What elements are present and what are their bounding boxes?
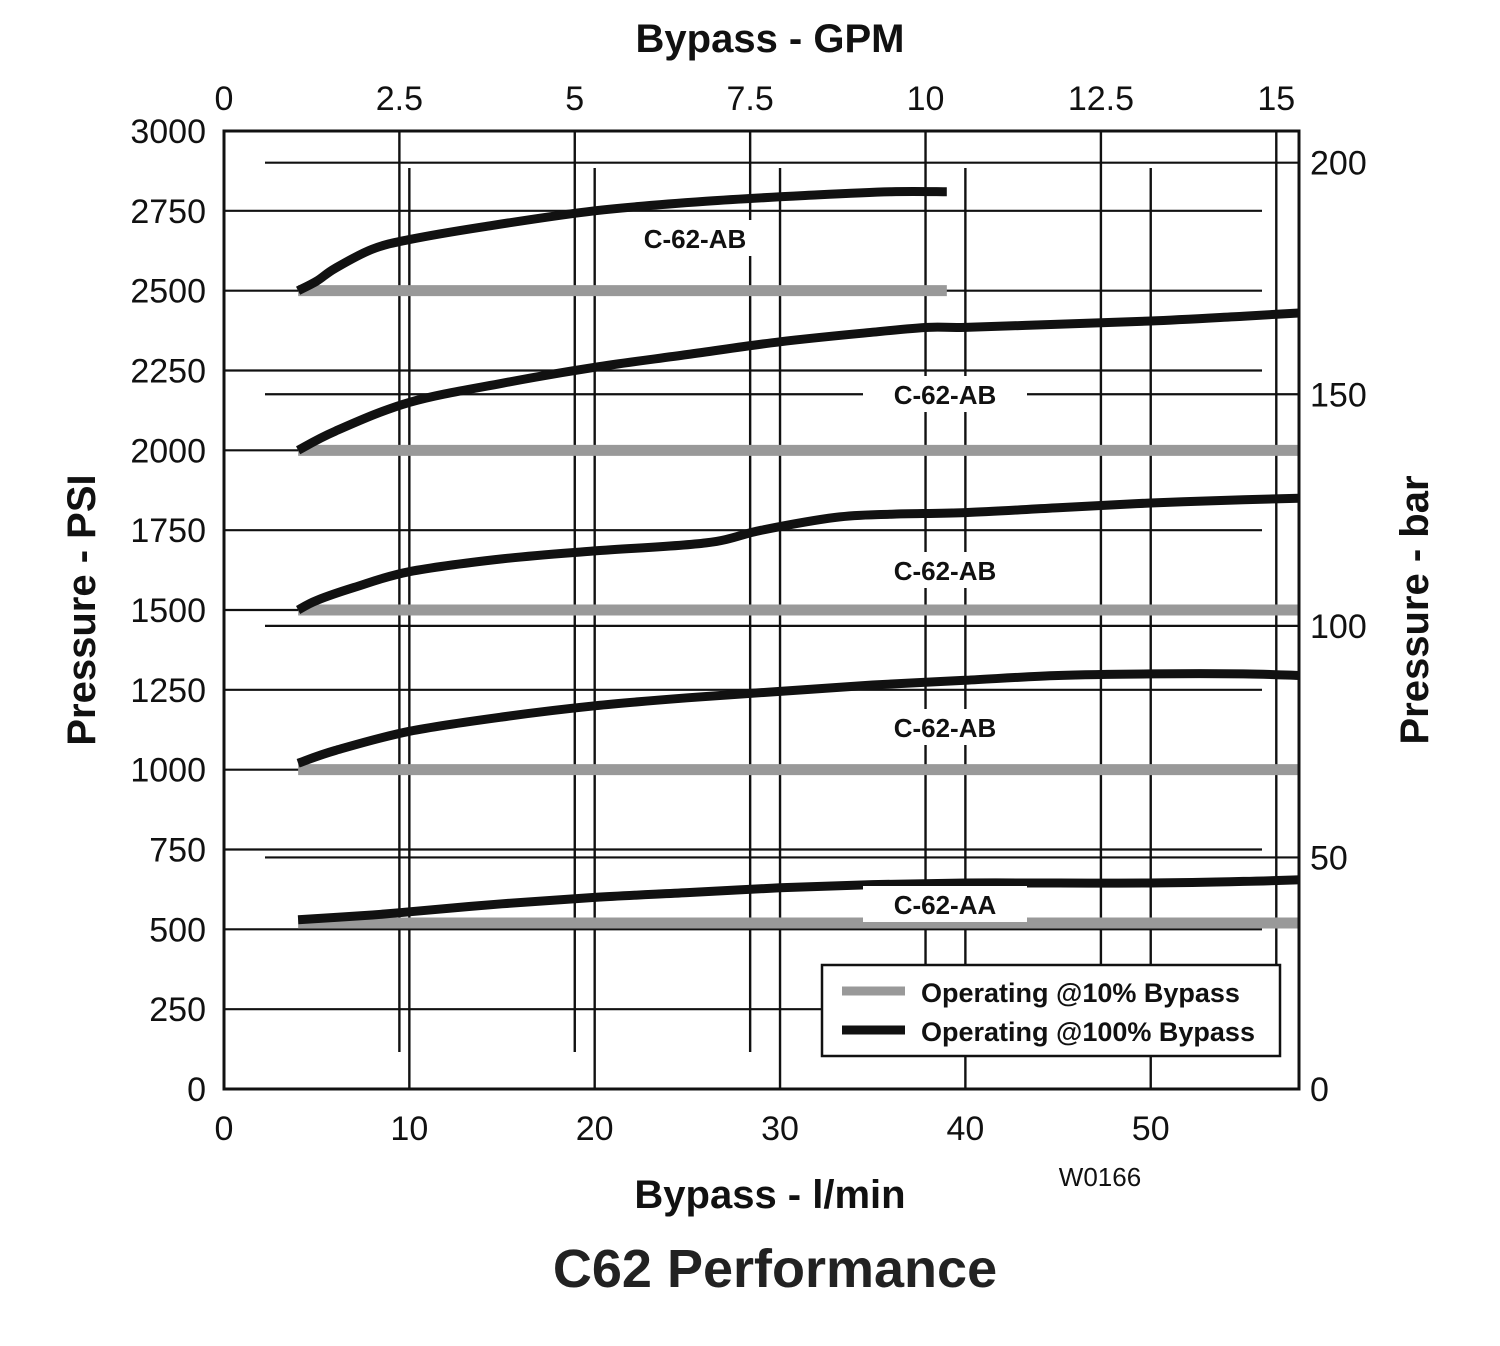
curve-label: C-62-AB xyxy=(894,380,997,410)
tick-label-psi: 3000 xyxy=(130,113,206,151)
tick-label-gpm: 2.5 xyxy=(376,80,423,118)
tick-label-psi: 2250 xyxy=(130,353,206,391)
tick-label-gpm: 15 xyxy=(1257,80,1295,118)
tick-label-lpm: 40 xyxy=(946,1110,984,1148)
curve-label-background xyxy=(863,376,1027,412)
axis-ticks: 0250500750100012501500175020002250250027… xyxy=(130,80,1366,1148)
operating-100pct-curve xyxy=(297,875,1300,925)
tick-label-gpm: 0 xyxy=(215,80,234,118)
operating-10pct-series xyxy=(298,285,1299,929)
tick-label-psi: 750 xyxy=(149,832,206,870)
tick-label-psi: 1250 xyxy=(130,672,206,710)
legend: Operating @10% Bypass Operating @100% By… xyxy=(820,963,1282,1058)
tick-label-gpm: 12.5 xyxy=(1068,80,1134,118)
tick-label-lpm: 0 xyxy=(215,1110,234,1148)
tick-label-gpm: 10 xyxy=(907,80,945,118)
tick-label-lpm: 20 xyxy=(576,1110,614,1148)
tick-label-psi: 1000 xyxy=(130,752,206,790)
tick-label-psi: 500 xyxy=(149,911,206,949)
curve-labels: C-62-AB C-62-AB C-62-AB C-62-AB C-62-AA xyxy=(613,220,1027,922)
tick-label-lpm: 50 xyxy=(1132,1110,1170,1148)
curve-label: C-62-AB xyxy=(644,224,747,254)
tick-label-lpm: 30 xyxy=(761,1110,799,1148)
tick-label-psi: 2500 xyxy=(130,273,206,311)
figure-code: W0166 xyxy=(1059,1162,1141,1192)
operating-100pct-curve xyxy=(296,669,1300,768)
curve-label: C-62-AA xyxy=(894,890,997,920)
tick-label-psi: 2750 xyxy=(130,193,206,231)
legend-box xyxy=(820,963,1282,1058)
operating-100pct-curve xyxy=(295,308,1300,455)
tick-label-lpm: 10 xyxy=(390,1110,428,1148)
tick-label-bar: 150 xyxy=(1310,376,1367,414)
operating-100pct-series xyxy=(295,186,1300,925)
curve-label-background xyxy=(863,709,1027,745)
tick-label-psi: 1750 xyxy=(130,512,206,550)
curve-label: C-62-AB xyxy=(894,713,997,743)
tick-label-psi: 0 xyxy=(187,1071,206,1109)
x-bottom-axis-title: Bypass - l/min xyxy=(634,1173,905,1217)
curve-label-background xyxy=(863,886,1027,922)
curve-label-background xyxy=(613,220,777,256)
y-right-axis-title: Pressure - bar xyxy=(1393,475,1437,744)
tick-label-psi: 250 xyxy=(149,991,206,1029)
tick-label-gpm: 5 xyxy=(565,80,584,118)
tick-label-bar: 100 xyxy=(1310,608,1367,646)
y-left-axis-title: Pressure - PSI xyxy=(60,474,104,745)
legend-label-op10: Operating @10% Bypass xyxy=(921,978,1240,1008)
tick-label-bar: 50 xyxy=(1310,839,1348,877)
x-top-axis-title: Bypass - GPM xyxy=(636,17,905,61)
curve-label-background xyxy=(863,552,1027,588)
tick-label-psi: 1500 xyxy=(130,592,206,630)
tick-label-gpm: 7.5 xyxy=(727,80,774,118)
tick-label-bar: 200 xyxy=(1310,145,1367,183)
operating-100pct-curve xyxy=(296,186,947,295)
operating-100pct-curve xyxy=(295,493,1300,614)
plot-frame xyxy=(222,129,1301,1091)
curve-label: C-62-AB xyxy=(894,556,997,586)
chart-title: C62 Performance xyxy=(553,1239,997,1299)
tick-label-psi: 2000 xyxy=(130,432,206,470)
legend-label-op100: Operating @100% Bypass xyxy=(921,1017,1255,1047)
tick-label-bar: 0 xyxy=(1310,1071,1329,1109)
